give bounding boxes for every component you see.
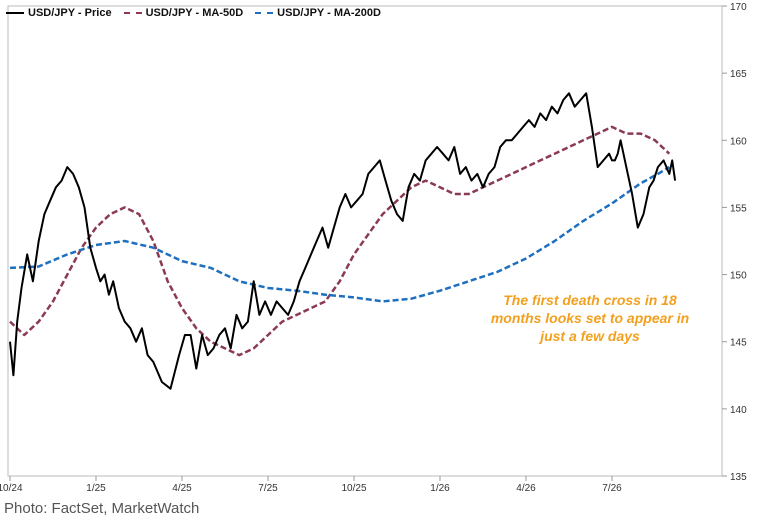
legend-item-price: USD/JPY - Price <box>6 7 112 19</box>
legend: USD/JPY - Price USD/JPY - MA-50D USD/JPY… <box>6 7 381 19</box>
ma200-line <box>9 166 670 303</box>
y-tick-label: 160 <box>730 136 747 147</box>
x-tick-label: 7/26 <box>602 483 622 494</box>
x-tick-label: 1/25 <box>86 483 106 494</box>
y-axis: 135 140 145 150 155 160 165 170 <box>722 2 747 483</box>
ma50-line <box>9 125 671 357</box>
legend-label-ma200: USD/JPY - MA-200D <box>277 7 381 19</box>
legend-swatch-price <box>6 12 24 14</box>
x-tick-label: 1/26 <box>430 483 450 494</box>
plot-border <box>7 5 723 477</box>
legend-label-ma50: USD/JPY - MA-50D <box>145 7 244 19</box>
x-tick-label: 7/25 <box>258 483 278 494</box>
source-credit: Photo: FactSet, MarketWatch <box>4 500 200 517</box>
x-tick-label: 4/25 <box>172 483 192 494</box>
y-tick-label: 140 <box>730 405 747 416</box>
plot-frame <box>7 5 723 477</box>
legend-item-ma200: USD/JPY - MA-200D <box>255 7 381 19</box>
x-axis: 10/24 1/25 4/25 7/25 10/25 1/26 4/26 7/26 <box>0 476 622 494</box>
price-line <box>9 92 677 390</box>
legend-swatch-ma50 <box>123 12 142 14</box>
y-tick-label: 170 <box>730 2 747 13</box>
y-tick-label: 135 <box>730 472 747 483</box>
legend-label-price: USD/JPY - Price <box>28 7 112 19</box>
x-tick-label: 4/26 <box>516 483 536 494</box>
legend-item-ma50: USD/JPY - MA-50D <box>123 7 244 19</box>
y-tick-label: 150 <box>730 271 747 282</box>
y-tick-label: 145 <box>730 338 747 349</box>
y-tick-label: 155 <box>730 203 747 214</box>
x-tick-label: 10/25 <box>341 483 366 494</box>
legend-swatch-ma200 <box>255 12 274 14</box>
x-tick-label: 10/24 <box>0 483 23 494</box>
series-layer <box>9 92 677 390</box>
y-tick-label: 165 <box>730 69 747 80</box>
chart-annotation: The first death cross in 18 months looks… <box>490 292 690 344</box>
